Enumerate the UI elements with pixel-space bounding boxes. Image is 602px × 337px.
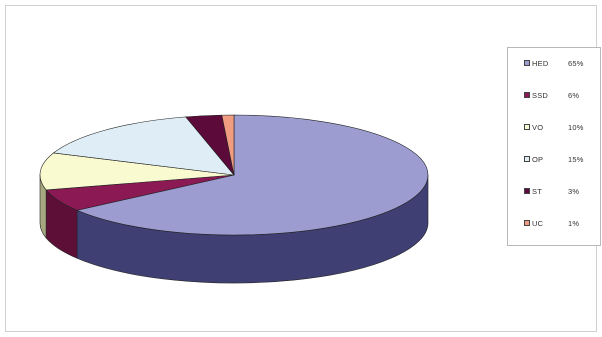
legend-swatch (524, 124, 530, 130)
legend-value: 6% (568, 90, 580, 100)
legend-value: 3% (568, 186, 580, 196)
pie-slice-vo (39, 152, 235, 191)
legend-label: UC (532, 218, 544, 228)
legend-label: VO (532, 122, 544, 132)
legend-item-ssd: SSD 6% (524, 88, 579, 102)
legend-label: HED (532, 58, 549, 68)
legend-item-st: ST 3% (524, 184, 579, 198)
legend-label: OP (532, 154, 544, 164)
pie-tops (39, 114, 429, 236)
legend-label: SSD (532, 90, 549, 100)
legend-swatch (524, 60, 530, 66)
pie-slice-hed (76, 114, 429, 236)
legend-item-op: OP 15% (524, 152, 584, 166)
legend-swatch (524, 220, 530, 226)
legend-value: 1% (568, 218, 580, 228)
legend-item-uc: UC 1% (524, 216, 579, 230)
pie-slice-op (52, 116, 235, 176)
legend-value: 10% (568, 122, 584, 132)
legend-swatch (524, 188, 530, 194)
legend-item-hed: HED 65% (524, 56, 584, 70)
legend-swatch (524, 92, 530, 98)
pie-slice-uc (221, 114, 235, 176)
legend-swatch (524, 156, 530, 162)
legend-item-vo: VO 10% (524, 120, 584, 134)
legend-value: 15% (568, 154, 584, 164)
legend: HED 65% SSD 6% VO 10% OP 15% ST 3% UC 1% (507, 47, 601, 246)
legend-value: 65% (568, 58, 584, 68)
legend-label: ST (532, 186, 542, 196)
